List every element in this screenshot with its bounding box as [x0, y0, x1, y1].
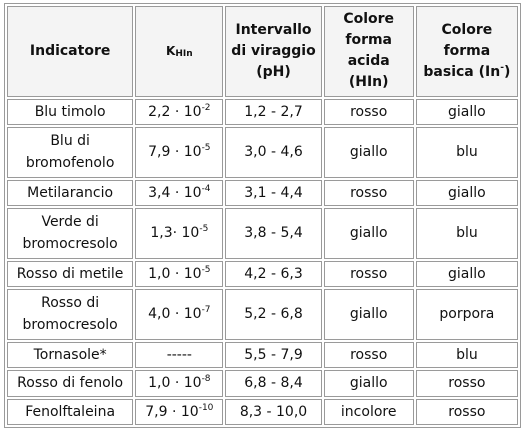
- acid-color: giallo: [323, 289, 414, 340]
- basic-color-header: Colore forma basica (In-): [415, 6, 518, 97]
- k-header: KHIn: [135, 6, 224, 97]
- indicator-table: Indicatore KHIn Intervallo di viraggio (pH…: [4, 3, 521, 428]
- basic-color: blu: [415, 127, 518, 178]
- table-row: Tornasole* ----- 5,5 - 7,9 rosso blu: [7, 341, 518, 369]
- table-row: Verde di bromocresolo 1,3· 10-5 3,8 - 5,4…: [7, 208, 518, 259]
- ph-range: 5,5 - 7,9: [225, 341, 322, 369]
- ph-range: 1,2 - 2,7: [225, 98, 322, 126]
- k-value: 1,0 · 10-8: [135, 370, 224, 397]
- indicator-name: Metilarancio: [7, 179, 134, 207]
- table-row: Blu di bromofenolo 7,9 · 10-5 3,0 - 4,6 g…: [7, 127, 518, 178]
- k-value: 4,0 · 10-7: [135, 289, 224, 340]
- acid-color: giallo: [323, 208, 414, 259]
- acid-color: giallo: [323, 127, 414, 178]
- indicator-name: Rosso di metile: [7, 260, 134, 288]
- table-row: Rosso di bromocresolo 4,0 · 10-7 5,2 - 6,…: [7, 289, 518, 340]
- header-row: Indicatore KHIn Intervallo di viraggio (pH…: [7, 6, 518, 97]
- table-row: Fenolftaleina 7,9 · 10-10 8,3 - 10,0 inc…: [7, 398, 518, 425]
- basic-color: rosso: [415, 398, 518, 425]
- indicator-name: Rosso di fenolo: [7, 370, 134, 397]
- table-row: Rosso di metile 1,0 · 10-5 4,2 - 6,3 ros…: [7, 260, 518, 288]
- basic-color: giallo: [415, 260, 518, 288]
- ph-range: 6,8 - 8,4: [225, 370, 322, 397]
- indicator-name: Blu timolo: [7, 98, 134, 126]
- k-value: 1,3· 10-5: [135, 208, 224, 259]
- k-value: 7,9 · 10-5: [135, 127, 224, 178]
- basic-color: porpora: [415, 289, 518, 340]
- indicator-header: Indicatore: [7, 6, 134, 97]
- ph-range: 5,2 - 6,8: [225, 289, 322, 340]
- table-row: Blu timolo 2,2 · 10-2 1,2 - 2,7 rosso gi…: [7, 98, 518, 126]
- ph-range: 8,3 - 10,0: [225, 398, 322, 425]
- range-header: Intervallo di viraggio (pH): [225, 6, 322, 97]
- basic-color: blu: [415, 208, 518, 259]
- k-value: 1,0 · 10-5: [135, 260, 224, 288]
- indicator-name: Verde di bromocresolo: [7, 208, 134, 259]
- table-row: Metilarancio 3,4 · 10-4 3,1 - 4,4 rosso …: [7, 179, 518, 207]
- acid-color: giallo: [323, 370, 414, 397]
- ph-range: 3,1 - 4,4: [225, 179, 322, 207]
- ph-range: 3,8 - 5,4: [225, 208, 322, 259]
- basic-color: giallo: [415, 179, 518, 207]
- acid-color-header: Colore forma acida (HIn): [323, 6, 414, 97]
- acid-color: incolore: [323, 398, 414, 425]
- table-row: Rosso di fenolo 1,0 · 10-8 6,8 - 8,4 gia…: [7, 370, 518, 397]
- basic-color: rosso: [415, 370, 518, 397]
- acid-color: rosso: [323, 341, 414, 369]
- indicator-name: Blu di bromofenolo: [7, 127, 134, 178]
- acid-color: rosso: [323, 179, 414, 207]
- acid-color: rosso: [323, 98, 414, 126]
- indicator-name: Fenolftaleina: [7, 398, 134, 425]
- acid-color: rosso: [323, 260, 414, 288]
- k-value: 2,2 · 10-2: [135, 98, 224, 126]
- k-value: -----: [135, 341, 224, 369]
- ph-range: 4,2 - 6,3: [225, 260, 322, 288]
- basic-color: blu: [415, 341, 518, 369]
- ph-range: 3,0 - 4,6: [225, 127, 322, 178]
- basic-color: giallo: [415, 98, 518, 126]
- k-value: 3,4 · 10-4: [135, 179, 224, 207]
- indicator-name: Tornasole*: [7, 341, 134, 369]
- k-value: 7,9 · 10-10: [135, 398, 224, 425]
- indicator-name: Rosso di bromocresolo: [7, 289, 134, 340]
